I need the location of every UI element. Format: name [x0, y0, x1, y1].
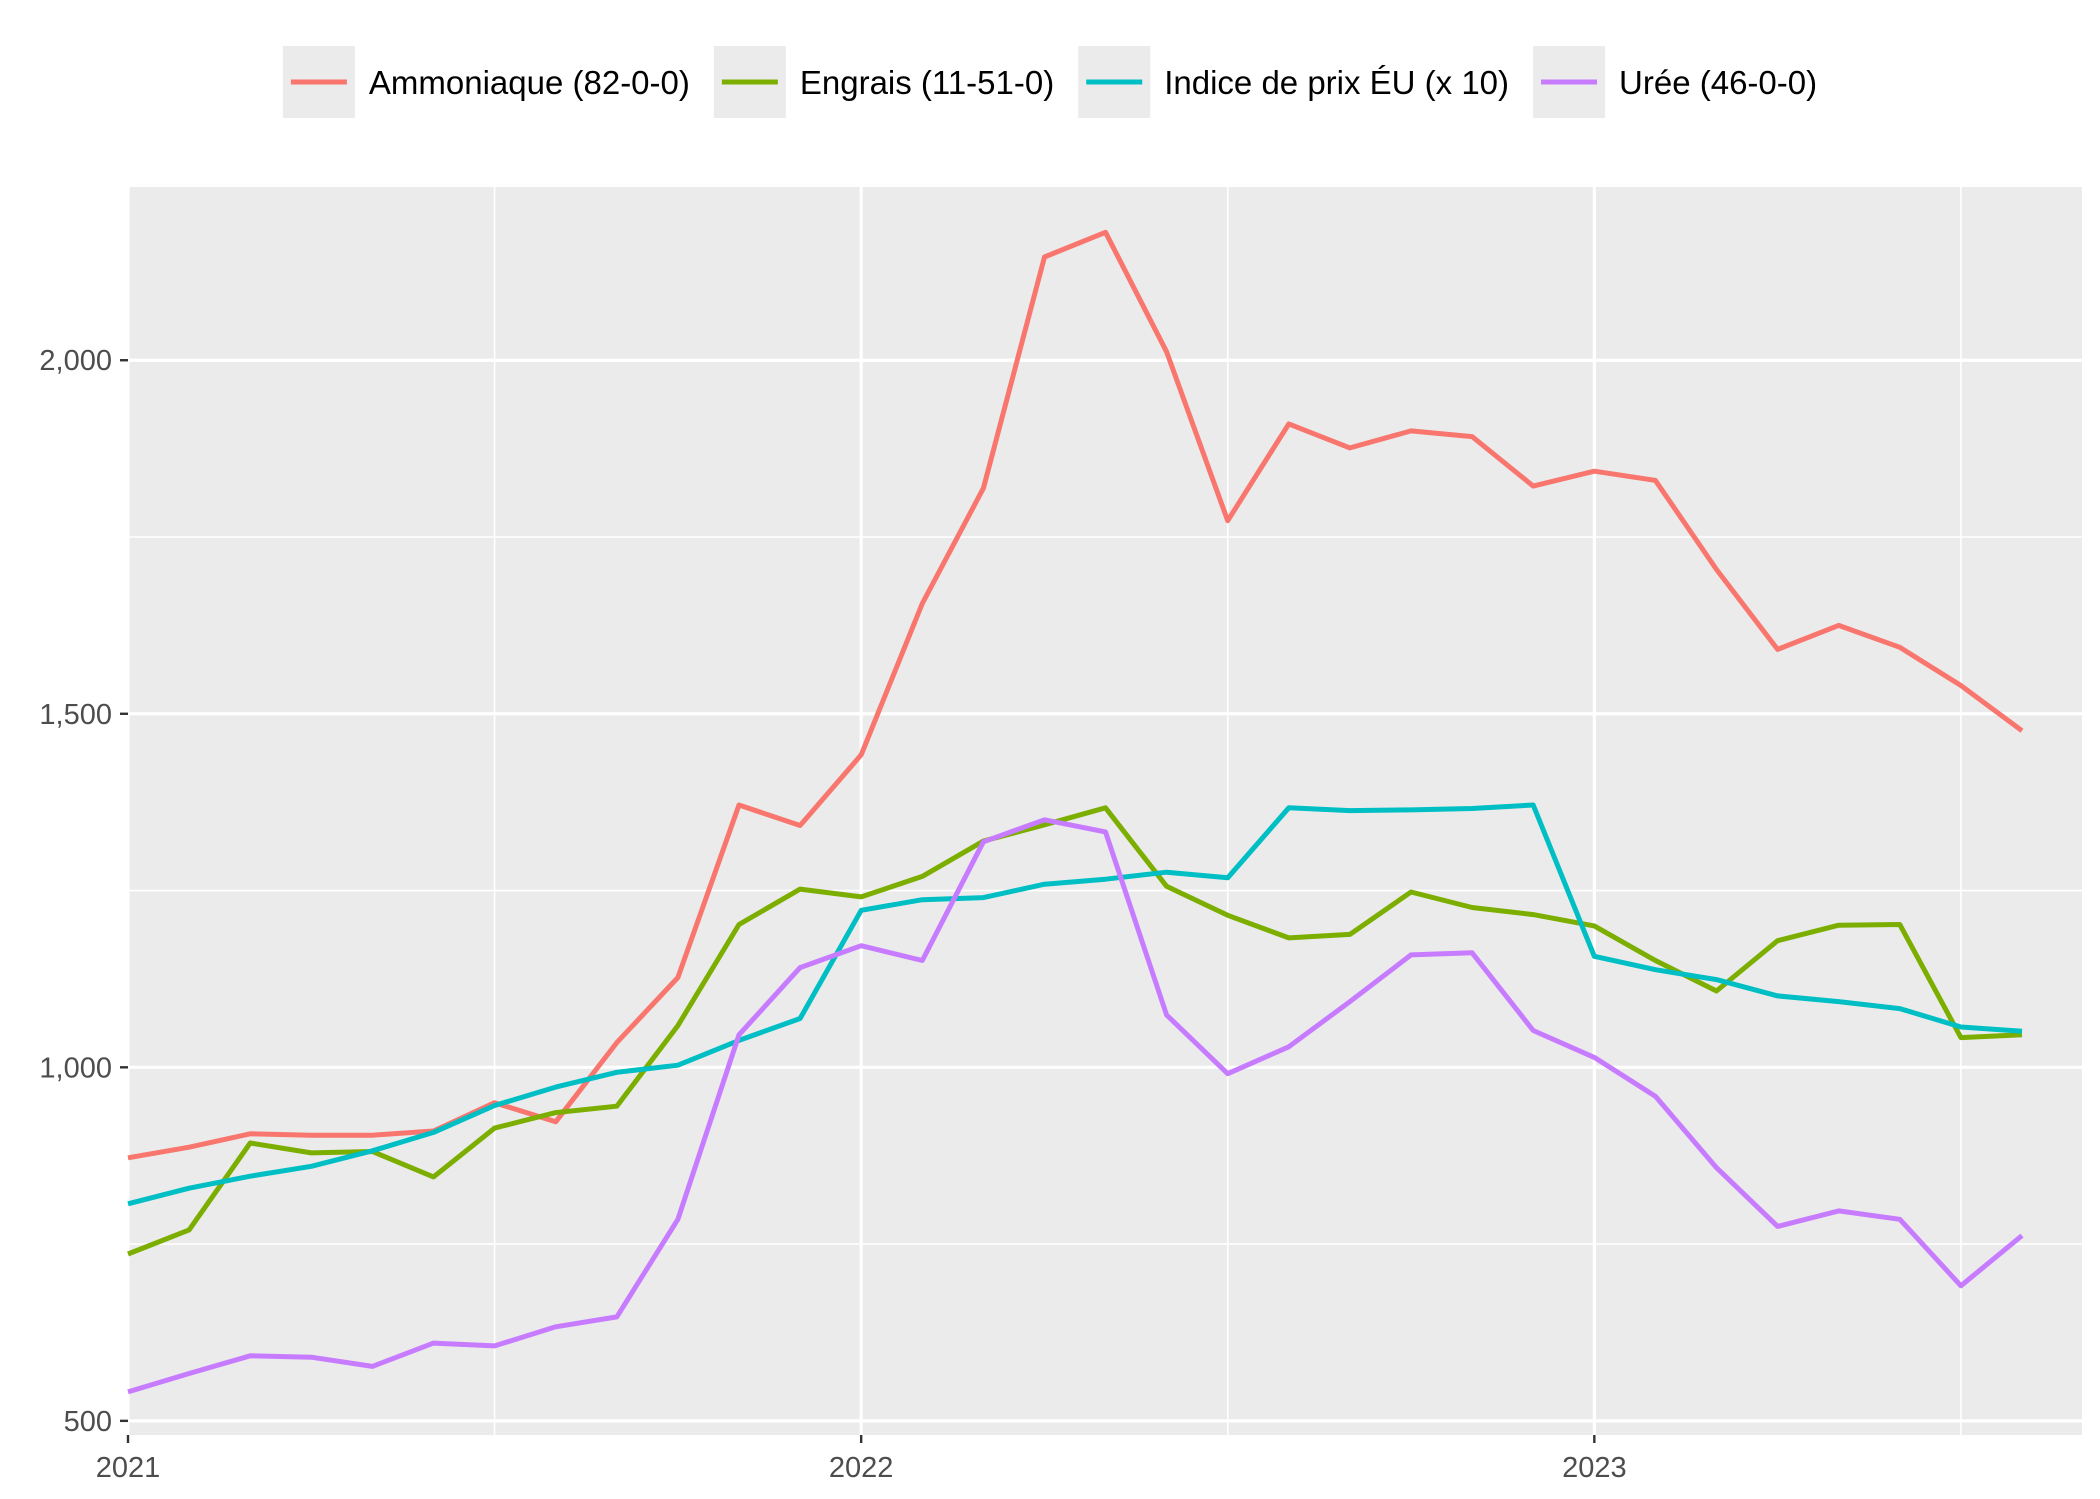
x-tick-label: 2022: [829, 1452, 894, 1484]
y-tick-label: 1,500: [39, 699, 112, 731]
y-tick-label: 2,000: [39, 345, 112, 377]
legend-item: Engrais (11-51-0): [713, 46, 1054, 118]
y-axis-labels: 500 1,000 1,500 2,000: [39, 345, 112, 1438]
minor-gridlines: [128, 187, 2082, 1435]
series-line-2: [127, 805, 2023, 1257]
legend: Ammoniaque (82-0-0) Engrais (11-51-0) Indi…: [282, 46, 1817, 118]
legend-item: Urée (46-0-0): [1533, 46, 1817, 118]
legend-item: Indice de prix ÉU (x 10): [1078, 46, 1509, 118]
major-gridlines: [126, 187, 2082, 1435]
series-line-4: [127, 817, 2024, 1395]
series-line-3: [127, 802, 2023, 1207]
legend-label: Indice de prix ÉU (x 10): [1164, 64, 1509, 101]
axis-ticks: [120, 359, 1596, 1443]
x-tick-label: 2021: [96, 1452, 161, 1484]
legend-label: Urée (46-0-0): [1619, 64, 1817, 101]
y-tick-label: 500: [64, 1406, 112, 1438]
legend-label: Engrais (11-51-0): [800, 64, 1054, 101]
series-lines: [127, 229, 2024, 1395]
legend-item: Ammoniaque (82-0-0): [282, 46, 690, 118]
y-tick-label: 1,000: [39, 1052, 112, 1084]
x-tick-label: 2023: [1562, 1452, 1627, 1484]
x-axis-labels: 2021 2022 2023: [96, 1452, 1627, 1484]
legend-label: Ammoniaque (82-0-0): [369, 64, 690, 101]
